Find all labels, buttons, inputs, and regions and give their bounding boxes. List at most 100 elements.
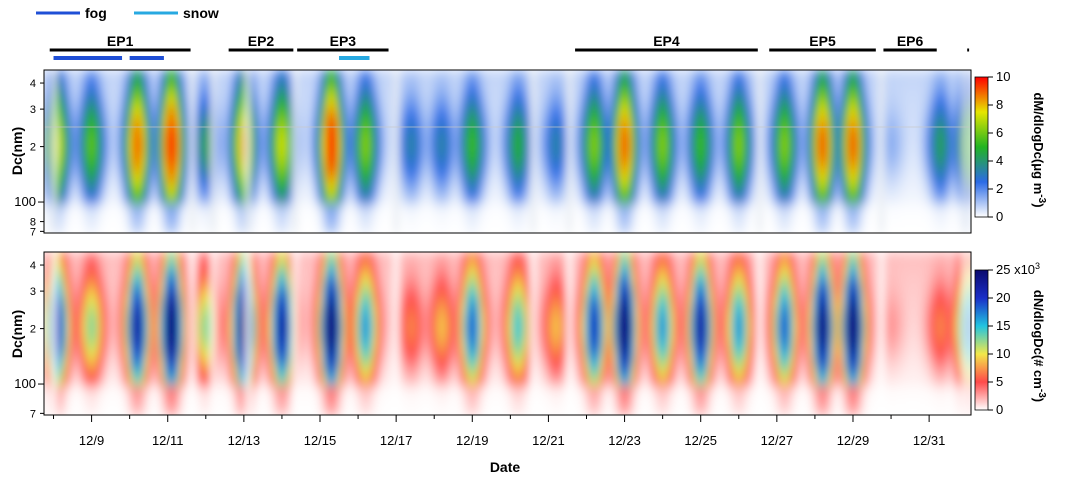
heatmap-cell [55, 189, 61, 196]
heatmap-cell [414, 117, 420, 124]
heatmap-cell [302, 189, 308, 196]
heatmap-cell [171, 209, 176, 215]
heatmap-cell [333, 113, 339, 119]
heatmap-cell [71, 180, 76, 186]
heatmap-cell [441, 122, 447, 129]
heatmap-cell [71, 122, 76, 129]
heatmap-cell [90, 175, 95, 181]
heatmap-cell [198, 189, 203, 196]
heatmap-cell [507, 84, 512, 90]
heatmap-cell [445, 180, 451, 186]
heatmap-cell [194, 170, 200, 177]
heatmap-cell [488, 228, 493, 233]
heatmap-cell [414, 204, 420, 210]
heatmap-cell [229, 213, 234, 220]
heatmap-cell [59, 103, 64, 109]
heatmap-cell [426, 98, 431, 105]
heatmap-cell [468, 79, 474, 85]
heatmap-cell [198, 141, 203, 148]
heatmap-cell [240, 93, 246, 100]
heatmap-cell [171, 161, 176, 167]
heatmap-cell [356, 194, 362, 201]
heatmap-cell [229, 122, 234, 129]
heatmap-cell [387, 93, 393, 100]
heatmap-cell [113, 74, 118, 81]
heatmap-cell [206, 204, 211, 210]
heatmap-cell [101, 170, 107, 177]
heatmap-cell [337, 151, 343, 157]
heatmap-cell [306, 218, 312, 225]
heatmap-cell [156, 70, 161, 76]
heatmap-cell [577, 175, 582, 181]
heatmap-cell [47, 213, 53, 220]
heatmap-cell [186, 127, 192, 133]
heatmap-cell [67, 228, 72, 233]
heatmap-cell [588, 156, 594, 162]
heatmap-cell [329, 165, 335, 172]
heatmap-cell [117, 175, 122, 181]
heatmap-cell [441, 98, 447, 105]
heatmap-cell [476, 137, 482, 143]
heatmap-cell [298, 122, 304, 129]
heatmap-cell [360, 228, 366, 233]
heatmap-cell [194, 113, 200, 119]
heatmap-cell [78, 79, 84, 85]
heatmap-cell [407, 204, 412, 210]
heatmap-cell [275, 103, 281, 109]
heatmap-cell [128, 180, 134, 186]
heatmap-cell [561, 79, 567, 85]
heatmap-cell [399, 141, 404, 148]
heatmap-cell [573, 180, 578, 186]
heatmap-cell [125, 213, 130, 220]
heatmap-cell [71, 113, 76, 119]
heatmap-cell [113, 170, 118, 177]
heatmap-cell [221, 113, 227, 119]
heatmap-cell [372, 165, 377, 172]
heatmap-cell [592, 194, 597, 201]
heatmap-cell [341, 122, 346, 129]
heatmap-cell [314, 103, 319, 109]
heatmap-cell [495, 113, 501, 119]
heatmap-cell [399, 108, 404, 114]
heatmap-cell [534, 156, 539, 162]
heatmap-cell [434, 213, 439, 220]
heatmap-cell [418, 213, 424, 220]
heatmap-cell [78, 223, 84, 229]
heatmap-cell [503, 175, 509, 181]
heatmap-cell [561, 127, 567, 133]
heatmap-cell [310, 84, 315, 90]
heatmap-cell [588, 151, 594, 157]
heatmap-cell [437, 209, 443, 215]
heatmap-cell [580, 218, 586, 225]
heatmap-cell [252, 199, 258, 205]
heatmap-cell [71, 165, 76, 172]
heatmap-cell [511, 127, 516, 133]
heatmap-cell [368, 74, 373, 81]
heatmap-cell [248, 170, 254, 177]
heatmap-cell [136, 122, 142, 129]
heatmap-cell [511, 84, 516, 90]
heatmap-cell [426, 213, 431, 220]
heatmap-cell [248, 161, 254, 167]
heatmap-cell [534, 180, 539, 186]
heatmap-cell [252, 98, 258, 105]
heatmap-cell [515, 89, 520, 95]
heatmap-cell [387, 84, 393, 90]
heatmap-cell [237, 161, 242, 167]
heatmap-cell [368, 113, 373, 119]
heatmap-cell [98, 84, 103, 90]
heatmap-cell [275, 175, 281, 181]
heatmap-cell [221, 151, 227, 157]
heatmap-cell [356, 170, 362, 177]
heatmap-cell [167, 84, 173, 90]
heatmap-cell [356, 204, 362, 210]
heatmap-cell [275, 127, 281, 133]
heatmap-cell [353, 79, 358, 85]
heatmap-cell [302, 93, 308, 100]
heatmap-cell [414, 122, 420, 129]
heatmap-cell [148, 170, 153, 177]
heatmap-cell [422, 146, 427, 153]
heatmap-cell [573, 84, 578, 90]
heatmap-cell [101, 146, 107, 153]
heatmap-cell [163, 103, 169, 109]
